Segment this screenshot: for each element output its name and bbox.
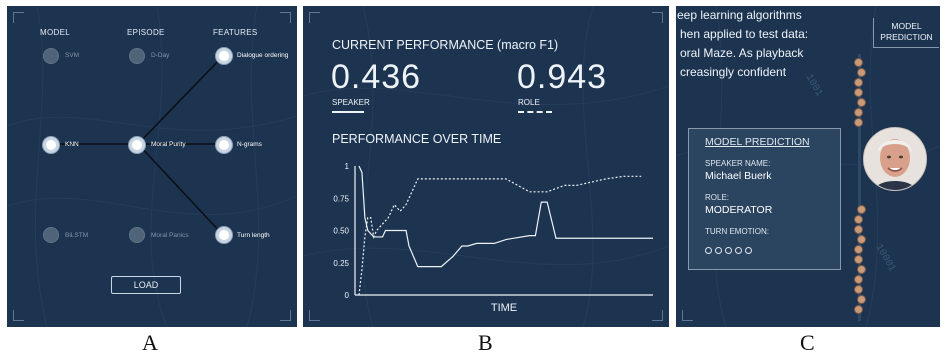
speaker-avatar-dot[interactable] (854, 108, 863, 117)
caption-c: C (800, 330, 815, 355)
features-header: FEATURES (213, 28, 258, 37)
episode-node-dday[interactable] (129, 48, 145, 64)
episode-label-moral-purity: Moral Purity (151, 141, 186, 148)
feature-label-ngrams: N-grams (237, 141, 262, 148)
transcript-line: creasingly confident (680, 65, 787, 79)
y-tick-label: 0.75 (333, 194, 349, 203)
speaker-avatar-dot[interactable] (854, 88, 863, 97)
panel-b-performance: CURRENT PERFORMANCE (macro F1) 0.436 SPE… (303, 6, 669, 327)
role-field-value: MODERATOR (705, 204, 773, 216)
timeline-track (858, 54, 861, 321)
speaker-avatar-dot[interactable] (857, 295, 866, 304)
frame-corner (682, 310, 693, 321)
speaker-avatar-dot[interactable] (857, 235, 866, 244)
emotion-circle (705, 247, 712, 254)
y-tick-label: 0 (345, 291, 350, 300)
series-line-role (358, 175, 642, 296)
background-pattern (7, 6, 297, 327)
panel-a-model-selector: MODEL EPISODE FEATURES SVM KNN BiLSTM D-… (7, 6, 297, 327)
feature-node-ngrams[interactable] (216, 137, 232, 153)
model-node-bilstm[interactable] (43, 227, 59, 243)
svg-text:1001: 1001 (803, 73, 825, 99)
background-pattern (303, 6, 669, 327)
model-prediction-button[interactable]: MODEL PREDICTION (873, 18, 939, 48)
frame-corner (13, 310, 24, 321)
face-image (864, 128, 926, 190)
model-label-knn: KNN (65, 141, 79, 148)
y-tick-label: 1 (345, 162, 350, 171)
emotion-circle (745, 247, 752, 254)
speaker-photo (863, 127, 927, 191)
caption-b: B (478, 330, 493, 355)
speaker-avatar-dot[interactable] (854, 305, 863, 314)
speaker-avatar-dot[interactable] (854, 245, 863, 254)
transcript-line: hen applied to test data: (680, 27, 809, 41)
speaker-name-value: Michael Buerk (705, 170, 772, 182)
model-label-svm: SVM (65, 52, 80, 59)
feature-label-dialogue-ordering: Dialogue ordering (237, 52, 289, 59)
speaker-avatar-dot[interactable] (854, 275, 863, 284)
model-header: MODEL (40, 28, 70, 37)
panel-c-prediction: 1001 1010 10001 eep learning algorithms … (676, 6, 940, 327)
speaker-avatar-dot[interactable] (857, 68, 866, 77)
episode-header: EPISODE (127, 28, 165, 37)
speaker-avatar-dot[interactable] (854, 58, 863, 67)
speaker-avatar-dot[interactable] (854, 78, 863, 87)
frame-corner (280, 310, 291, 321)
y-tick-label: 0.50 (333, 227, 349, 236)
model-node-svm[interactable] (43, 48, 59, 64)
speaker-avatar-dot[interactable] (854, 285, 863, 294)
turn-emotion-label: TURN EMOTION: (705, 227, 769, 236)
feature-label-turn-length: Turn length (237, 232, 270, 239)
frame-corner (652, 310, 663, 321)
model-prediction-title: MODEL PREDICTION (705, 136, 810, 148)
speaker-avatar-dot[interactable] (857, 98, 866, 107)
turn-emotion-indicator (705, 241, 755, 259)
speaker-score: 0.436 (331, 58, 422, 96)
speaker-name-label: SPEAKER NAME: (705, 159, 771, 168)
transcript-line: eep learning algorithms (677, 8, 802, 22)
emotion-circle (735, 247, 742, 254)
frame-corner (13, 12, 24, 23)
current-performance-title: CURRENT PERFORMANCE (macro F1) (332, 38, 559, 52)
speaker-avatar-dot[interactable] (857, 265, 866, 274)
role-label: ROLE (518, 98, 540, 107)
episode-label-dday: D-Day (151, 52, 170, 59)
speaker-avatar-dot[interactable] (854, 215, 863, 224)
y-tick-label: 0.25 (333, 259, 349, 268)
connection-lines (57, 55, 224, 236)
speaker-avatar-dot[interactable] (854, 118, 863, 127)
role-score: 0.943 (517, 58, 608, 96)
model-prediction-box: MODEL PREDICTION SPEAKER NAME: Michael B… (688, 128, 841, 270)
emotion-circle (715, 247, 722, 254)
episode-label-moral-panics: Moral Panics (151, 232, 189, 239)
model-label-bilstm: BiLSTM (65, 232, 89, 239)
episode-node-moral-panics[interactable] (129, 227, 145, 243)
emotion-circle (725, 247, 732, 254)
episode-node-moral-purity[interactable] (129, 137, 145, 153)
feature-node-turn-length[interactable] (216, 227, 232, 243)
speaker-legend-line (332, 111, 364, 113)
frame-corner (652, 12, 663, 23)
feature-node-dialogue-ordering[interactable] (216, 48, 232, 64)
x-axis-label: TIME (491, 302, 517, 314)
performance-chart: 0 0.25 0.50 0.75 1 TIME (333, 162, 653, 314)
frame-corner (280, 12, 291, 23)
model-node-knn[interactable] (43, 137, 59, 153)
transcript-line: oral Maze. As playback (680, 46, 804, 60)
load-button[interactable]: LOAD (111, 276, 181, 294)
frame-corner (309, 310, 320, 321)
series-line-speaker (358, 165, 653, 268)
role-legend-line (518, 111, 552, 115)
role-field-label: ROLE: (705, 193, 730, 202)
performance-over-time-title: PERFORMANCE OVER TIME (332, 132, 502, 146)
speaker-avatar-dot[interactable] (857, 205, 866, 214)
frame-corner (309, 12, 320, 23)
speaker-avatar-dot[interactable] (854, 255, 863, 264)
speaker-label: SPEAKER (332, 98, 370, 107)
speaker-avatar-dot[interactable] (854, 225, 863, 234)
caption-a: A (142, 330, 158, 355)
